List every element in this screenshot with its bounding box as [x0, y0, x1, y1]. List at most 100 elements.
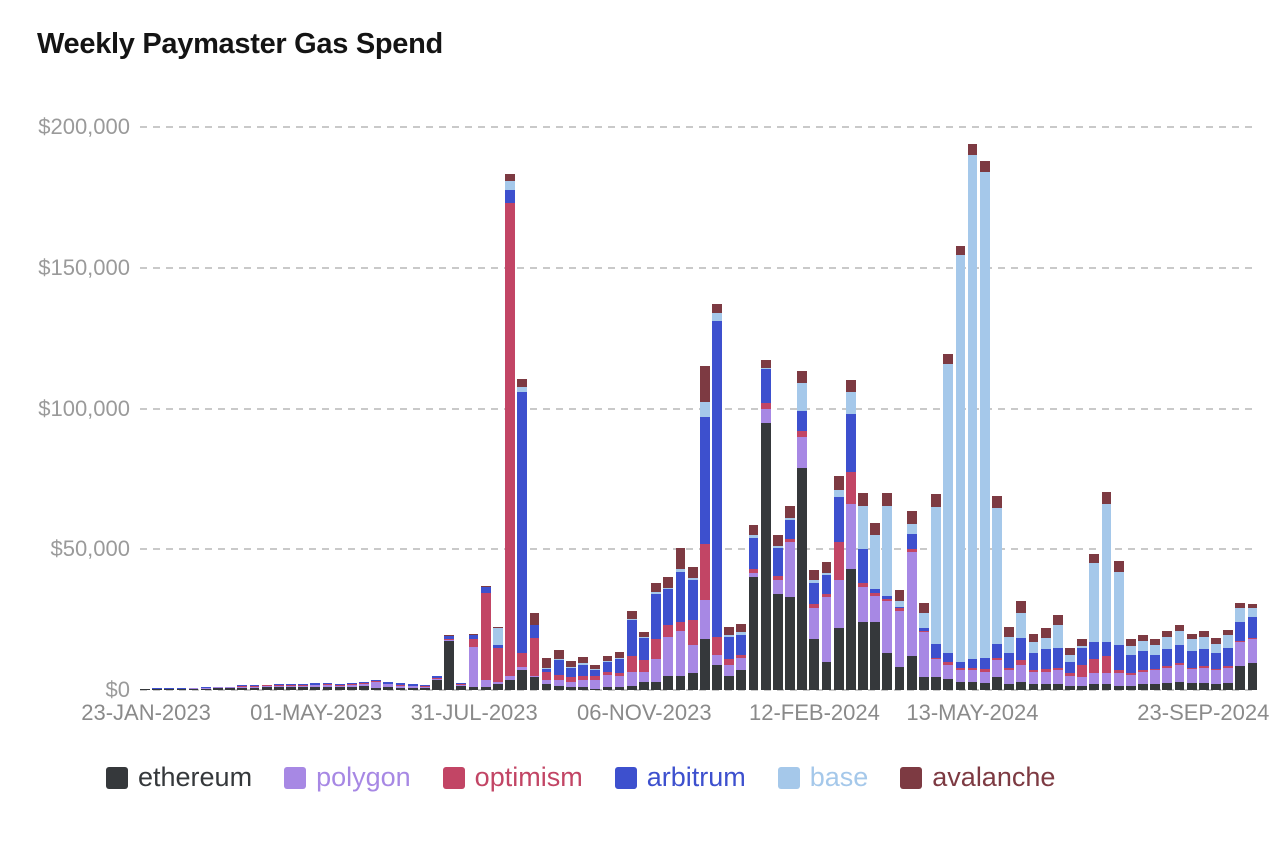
bar-week-2023-09-18[interactable] — [553, 127, 564, 690]
bar-segment-arbitrum[interactable] — [1028, 653, 1039, 671]
bar-segment-arbitrum[interactable] — [1211, 653, 1221, 669]
bar-segment-ethereum[interactable] — [1065, 685, 1075, 690]
bar-segment-arbitrum[interactable] — [407, 684, 418, 686]
bar-week-2023-03-13[interactable] — [225, 127, 235, 690]
bar-segment-avalanche[interactable] — [602, 655, 613, 662]
bar-segment-base[interactable] — [894, 601, 905, 607]
bar-segment-ethereum[interactable] — [225, 688, 235, 690]
bar-segment-polygon[interactable] — [273, 685, 284, 688]
bar-week-2024-07-22[interactable] — [1089, 127, 1100, 690]
bar-segment-avalanche[interactable] — [1052, 615, 1063, 626]
bar-segment-avalanche[interactable] — [1247, 604, 1258, 609]
bar-segment-optimism[interactable] — [1040, 668, 1051, 672]
bar-segment-ethereum[interactable] — [407, 688, 418, 690]
bar-segment-avalanche[interactable] — [1004, 626, 1014, 637]
bar-segment-arbitrum[interactable] — [1138, 650, 1148, 671]
bar-segment-avalanche[interactable] — [675, 547, 686, 569]
bar-segment-polygon[interactable] — [200, 687, 211, 689]
bar-segment-polygon[interactable] — [249, 686, 260, 688]
bar-segment-optimism[interactable] — [1125, 673, 1136, 675]
bar-week-2024-10-14[interactable] — [1235, 127, 1246, 690]
bar-segment-polygon[interactable] — [541, 680, 552, 685]
bar-segment-avalanche[interactable] — [1223, 629, 1234, 636]
bar-segment-optimism[interactable] — [1065, 673, 1075, 676]
bar-segment-ethereum[interactable] — [931, 677, 941, 690]
bar-segment-polygon[interactable] — [1004, 670, 1014, 685]
bar-week-2023-12-18[interactable] — [712, 127, 722, 690]
bar-segment-base[interactable] — [492, 628, 503, 645]
bar-week-2023-02-13[interactable] — [176, 127, 187, 690]
bar-segment-polygon[interactable] — [395, 685, 406, 688]
bar-segment-arbitrum[interactable] — [894, 606, 905, 609]
bar-segment-polygon[interactable] — [1040, 671, 1051, 685]
bar-segment-optimism[interactable] — [772, 576, 783, 581]
bar-segment-polygon[interactable] — [176, 688, 187, 690]
bar-segment-ethereum[interactable] — [140, 689, 150, 690]
bar-segment-base[interactable] — [1211, 643, 1221, 654]
bar-week-2023-09-04[interactable] — [529, 127, 540, 690]
bar-segment-optimism[interactable] — [383, 683, 394, 685]
bar-segment-ethereum[interactable] — [1016, 681, 1027, 690]
bar-segment-base[interactable] — [614, 657, 625, 660]
bar-segment-arbitrum[interactable] — [505, 190, 515, 204]
bar-segment-polygon[interactable] — [614, 675, 625, 688]
bar-segment-base[interactable] — [1186, 639, 1197, 651]
bar-segment-arbitrum[interactable] — [931, 643, 941, 658]
bar-segment-polygon[interactable] — [140, 688, 150, 690]
bar-segment-avalanche[interactable] — [468, 634, 479, 635]
bar-segment-arbitrum[interactable] — [529, 625, 540, 638]
bar-segment-polygon[interactable] — [359, 683, 369, 687]
bar-segment-avalanche[interactable] — [651, 582, 661, 592]
bar-segment-arbitrum[interactable] — [1065, 661, 1075, 674]
bar-segment-avalanche[interactable] — [590, 664, 601, 670]
bar-segment-avalanche[interactable] — [1113, 560, 1124, 572]
bar-week-2024-09-23[interactable] — [1198, 127, 1209, 690]
bar-segment-avalanche[interactable] — [1101, 491, 1112, 505]
bar-segment-avalanche[interactable] — [870, 522, 881, 536]
bar-segment-optimism[interactable] — [1089, 659, 1100, 674]
bar-week-2023-07-31[interactable] — [468, 127, 479, 690]
bar-segment-ethereum[interactable] — [870, 622, 881, 690]
bar-segment-optimism[interactable] — [1113, 670, 1124, 674]
bar-segment-arbitrum[interactable] — [955, 661, 966, 668]
bar-segment-ethereum[interactable] — [1028, 684, 1039, 690]
bar-segment-avalanche[interactable] — [772, 535, 783, 547]
bar-segment-base[interactable] — [1113, 571, 1124, 645]
bar-segment-optimism[interactable] — [529, 637, 540, 676]
bar-segment-polygon[interactable] — [590, 680, 601, 689]
bar-segment-arbitrum[interactable] — [687, 580, 698, 620]
bar-segment-polygon[interactable] — [1138, 671, 1148, 685]
bar-week-2023-04-03[interactable] — [261, 127, 272, 690]
bar-week-2023-06-12[interactable] — [383, 127, 394, 690]
bar-segment-polygon[interactable] — [712, 654, 722, 665]
bar-segment-avalanche[interactable] — [797, 370, 808, 384]
bar-segment-optimism[interactable] — [992, 657, 1002, 661]
bar-segment-ethereum[interactable] — [833, 628, 844, 690]
bar-week-2024-02-19[interactable] — [821, 127, 832, 690]
bar-week-2023-03-27[interactable] — [249, 127, 260, 690]
bar-segment-polygon[interactable] — [1016, 664, 1027, 682]
bar-week-2023-07-03[interactable] — [419, 127, 430, 690]
bar-segment-arbitrum[interactable] — [724, 636, 735, 660]
bar-segment-optimism[interactable] — [602, 671, 613, 675]
bar-segment-arbitrum[interactable] — [663, 588, 674, 626]
bar-segment-avalanche[interactable] — [906, 511, 917, 524]
bar-segment-ethereum[interactable] — [188, 688, 199, 690]
bar-segment-optimism[interactable] — [517, 653, 528, 668]
bar-segment-ethereum[interactable] — [590, 688, 601, 690]
bar-segment-base[interactable] — [955, 255, 966, 662]
bar-segment-arbitrum[interactable] — [249, 685, 260, 687]
bar-segment-polygon[interactable] — [1052, 670, 1063, 685]
bar-week-2023-12-04[interactable] — [687, 127, 698, 690]
bar-segment-optimism[interactable] — [1235, 640, 1246, 643]
bar-segment-base[interactable] — [931, 507, 941, 644]
legend-item-avalanche[interactable]: avalanche — [900, 762, 1055, 793]
bar-segment-ethereum[interactable] — [602, 687, 613, 690]
bar-segment-base[interactable] — [626, 618, 637, 620]
bar-segment-optimism[interactable] — [371, 680, 382, 682]
bar-week-2024-05-13[interactable] — [967, 127, 978, 690]
bar-segment-polygon[interactable] — [456, 684, 467, 686]
bar-segment-avalanche[interactable] — [724, 626, 735, 636]
bar-segment-ethereum[interactable] — [967, 681, 978, 690]
bar-segment-avalanche[interactable] — [1235, 602, 1246, 609]
